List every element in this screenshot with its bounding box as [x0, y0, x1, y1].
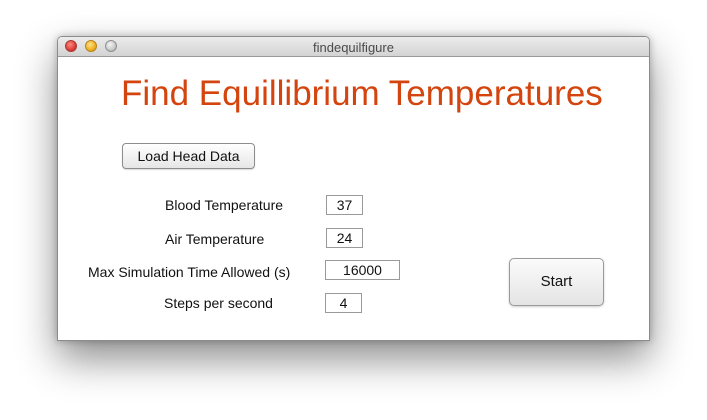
steps-per-second-label: Steps per second	[164, 295, 273, 311]
air-temperature-field[interactable]: 24	[326, 228, 363, 248]
blood-temperature-label: Blood Temperature	[165, 197, 284, 213]
window-title: findequilfigure	[313, 40, 394, 55]
start-button[interactable]: Start	[509, 258, 604, 306]
app-window: findequilfigure Find Equillibrium Temper…	[57, 36, 650, 341]
page-title: Find Equillibrium Temperatures	[121, 74, 603, 113]
air-temperature-label: Air Temperature	[165, 231, 265, 247]
close-window-icon[interactable]	[65, 40, 77, 52]
minimize-window-icon[interactable]	[85, 40, 97, 52]
title-bar[interactable]: findequilfigure	[58, 37, 649, 57]
steps-per-second-field[interactable]: 4	[325, 293, 362, 313]
load-head-data-button[interactable]: Load Head Data	[122, 143, 255, 169]
zoom-window-icon[interactable]	[105, 40, 117, 52]
max-simulation-time-field[interactable]: 16000	[325, 260, 400, 280]
blood-temperature-field[interactable]: 37	[326, 195, 363, 215]
max-simulation-time-label: Max Simulation Time Allowed (s)	[88, 264, 291, 280]
